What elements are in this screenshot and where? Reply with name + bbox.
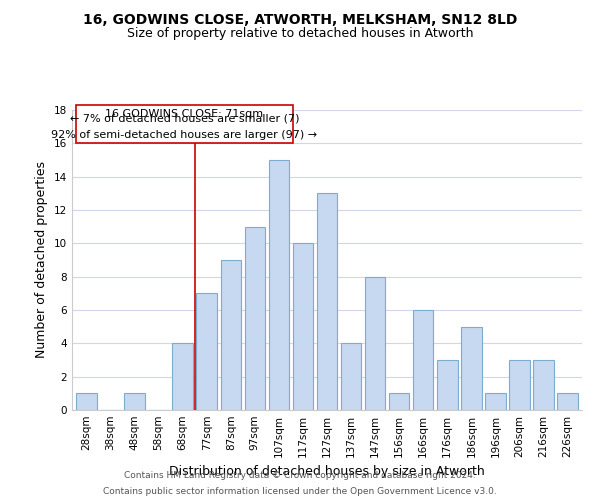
Bar (317, 194, 337, 410)
Bar (389, 394, 409, 410)
Y-axis label: Number of detached properties: Number of detached properties (35, 162, 49, 358)
Text: ← 7% of detached houses are smaller (7): ← 7% of detached houses are smaller (7) (70, 114, 299, 124)
Bar (172, 344, 193, 410)
Text: 16 GODWINS CLOSE: 71sqm: 16 GODWINS CLOSE: 71sqm (106, 109, 263, 119)
Bar (245, 226, 265, 410)
Bar (557, 394, 578, 410)
Bar (269, 160, 289, 410)
Bar (221, 260, 241, 410)
Bar (365, 276, 385, 410)
Bar (76, 394, 97, 410)
Bar (509, 360, 530, 410)
FancyBboxPatch shape (76, 105, 293, 142)
Bar (437, 360, 458, 410)
Text: Contains public sector information licensed under the Open Government Licence v3: Contains public sector information licen… (103, 486, 497, 496)
Text: Size of property relative to detached houses in Atworth: Size of property relative to detached ho… (127, 28, 473, 40)
Bar (196, 294, 217, 410)
Bar (413, 310, 433, 410)
Text: Contains HM Land Registry data © Crown copyright and database right 2024.: Contains HM Land Registry data © Crown c… (124, 472, 476, 480)
Text: 16, GODWINS CLOSE, ATWORTH, MELKSHAM, SN12 8LD: 16, GODWINS CLOSE, ATWORTH, MELKSHAM, SN… (83, 12, 517, 26)
Bar (461, 326, 482, 410)
X-axis label: Distribution of detached houses by size in Atworth: Distribution of detached houses by size … (169, 466, 485, 478)
Bar (293, 244, 313, 410)
Text: 92% of semi-detached houses are larger (97) →: 92% of semi-detached houses are larger (… (52, 130, 317, 140)
Bar (341, 344, 361, 410)
Bar (485, 394, 506, 410)
Bar (124, 394, 145, 410)
Bar (533, 360, 554, 410)
